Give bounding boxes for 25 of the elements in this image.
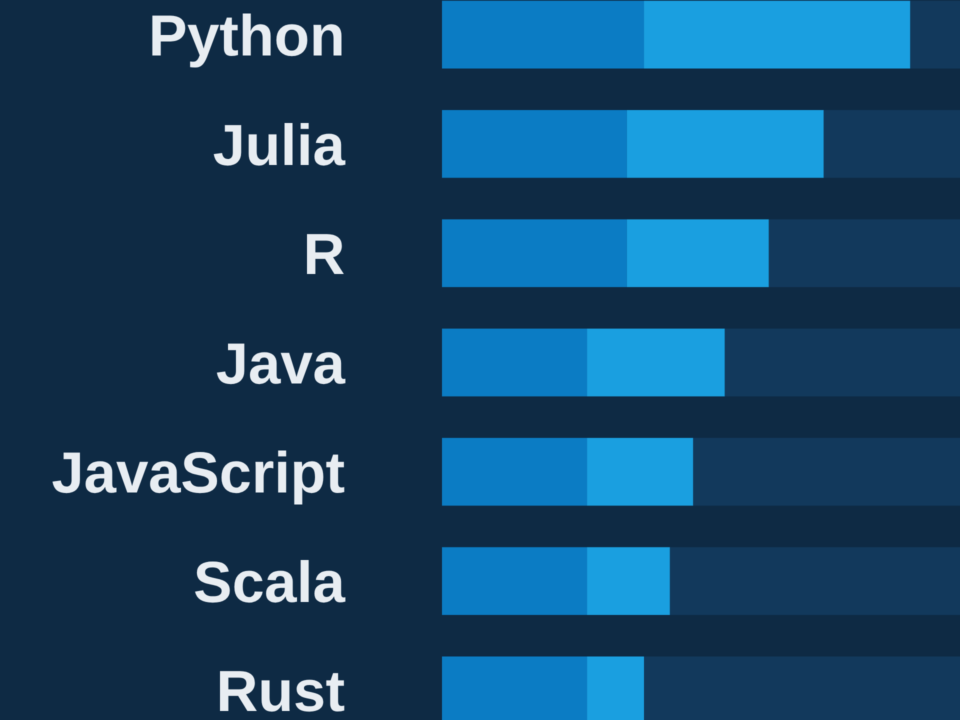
bar <box>442 328 588 396</box>
y-tick-label: R <box>303 222 345 288</box>
bar <box>442 438 588 506</box>
bar <box>670 547 960 615</box>
bar <box>442 110 627 178</box>
bar <box>587 438 694 506</box>
bar <box>587 328 725 396</box>
bar <box>442 547 588 615</box>
bar <box>626 110 824 178</box>
bar <box>824 110 960 178</box>
y-tick-label: Scala <box>193 550 346 615</box>
y-tick-label: Python <box>148 4 345 69</box>
y-tick-label: Julia <box>212 112 346 178</box>
bar <box>644 0 910 69</box>
bar <box>910 0 960 69</box>
bar <box>724 328 960 396</box>
bar <box>693 438 960 506</box>
y-tick-label: Java <box>216 331 346 396</box>
bar <box>442 0 644 69</box>
bar <box>442 219 627 288</box>
bar <box>587 547 670 615</box>
y-tick-label: Rust <box>216 659 345 720</box>
bar <box>768 219 960 288</box>
bar <box>626 219 769 288</box>
y-tick-label: JavaScript <box>52 440 345 506</box>
